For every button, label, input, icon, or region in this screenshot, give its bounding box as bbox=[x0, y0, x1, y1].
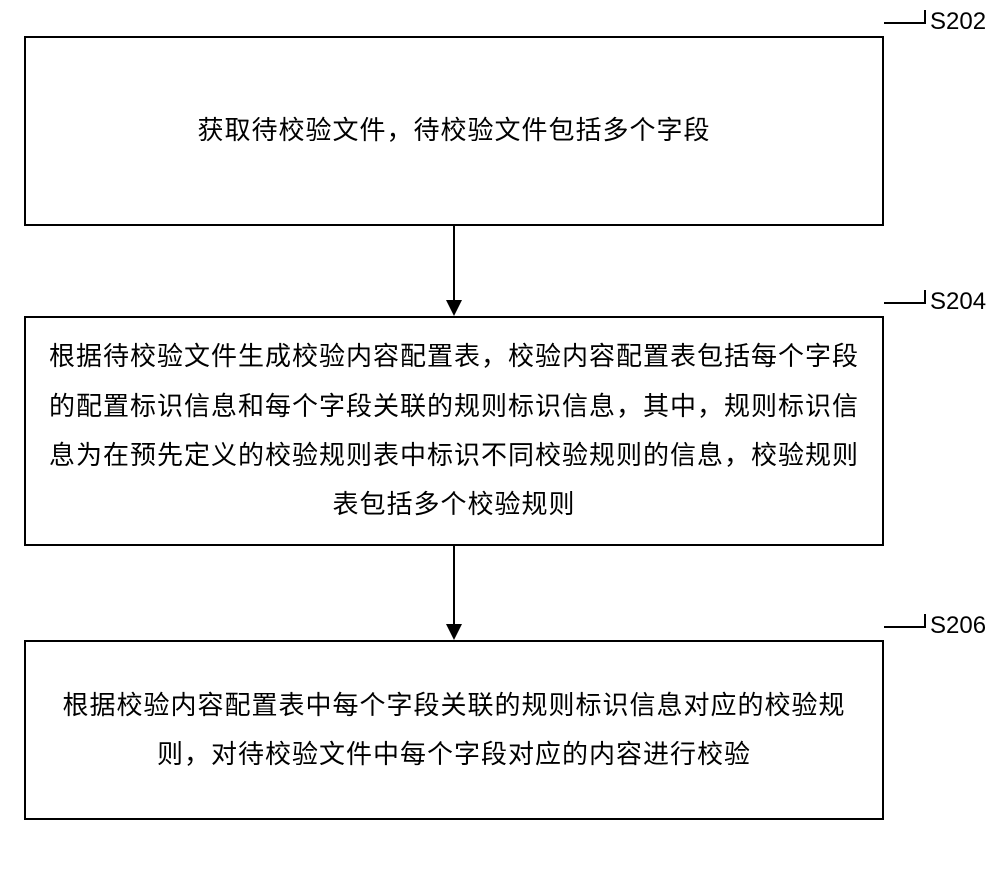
step-box-s206: 根据校验内容配置表中每个字段关联的规则标识信息对应的校验规则，对待校验文件中每个… bbox=[24, 640, 884, 820]
arrow-head-2 bbox=[446, 624, 462, 640]
step-label-s202: S202 bbox=[930, 8, 986, 36]
step-label-s206: S206 bbox=[930, 612, 986, 640]
step-label-s204: S204 bbox=[930, 288, 986, 316]
callout-s204 bbox=[884, 302, 924, 316]
step-text-s204: 根据待校验文件生成校验内容配置表，校验内容配置表包括每个字段的配置标识信息和每个… bbox=[46, 332, 862, 530]
arrow-line-1 bbox=[453, 226, 455, 300]
callout-s206 bbox=[884, 626, 924, 640]
step-text-s206: 根据校验内容配置表中每个字段关联的规则标识信息对应的校验规则，对待校验文件中每个… bbox=[46, 681, 862, 780]
arrow-line-2 bbox=[453, 546, 455, 624]
flowchart-canvas: 获取待校验文件，待校验文件包括多个字段 S202 根据待校验文件生成校验内容配置… bbox=[0, 0, 1000, 869]
callout-s202 bbox=[884, 22, 924, 36]
step-box-s202: 获取待校验文件，待校验文件包括多个字段 bbox=[24, 36, 884, 226]
arrow-head-1 bbox=[446, 300, 462, 316]
step-text-s202: 获取待校验文件，待校验文件包括多个字段 bbox=[197, 106, 710, 155]
step-box-s204: 根据待校验文件生成校验内容配置表，校验内容配置表包括每个字段的配置标识信息和每个… bbox=[24, 316, 884, 546]
